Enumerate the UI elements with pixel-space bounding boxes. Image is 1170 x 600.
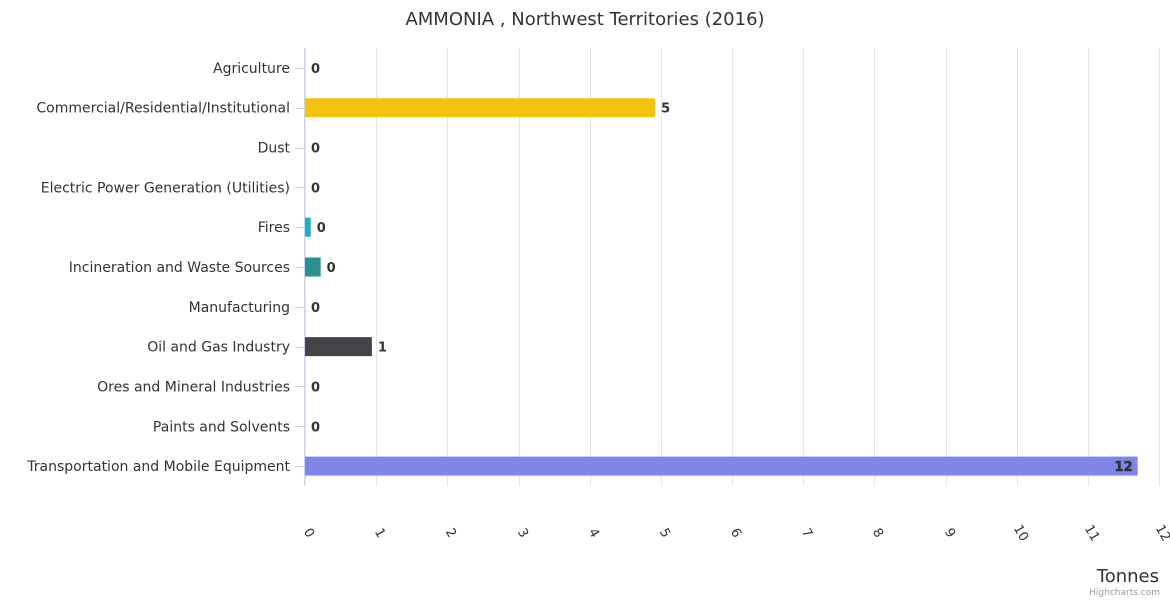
x-tick-label: 8 [869, 526, 886, 541]
category-labels: Agriculture Commercial/Residential/Instit… [26, 61, 290, 475]
x-tick-label: 2 [442, 526, 459, 541]
bar[interactable] [305, 337, 372, 357]
x-tick-label: 0 [300, 526, 317, 541]
data-label: 0 [311, 301, 320, 316]
value-axis-title: Tonnes [1096, 566, 1159, 587]
grid-lines [295, 48, 1160, 486]
x-tick-label: 11 [1081, 522, 1102, 544]
data-label: 0 [327, 261, 336, 276]
bar[interactable] [305, 257, 321, 277]
category-label: Fires [258, 220, 290, 236]
data-label: 5 [661, 102, 670, 117]
data-labels: 0 5 0 0 0 0 0 1 0 0 12 [311, 62, 1133, 475]
bar[interactable] [305, 217, 311, 237]
bar[interactable] [305, 456, 1138, 476]
category-label: Transportation and Mobile Equipment [26, 459, 290, 475]
data-label: 0 [311, 142, 320, 157]
x-tick-label: 4 [585, 526, 602, 541]
data-label: 0 [311, 181, 320, 196]
data-label: 0 [311, 62, 320, 77]
x-tick-label: 9 [941, 526, 958, 541]
data-label: 0 [317, 221, 326, 236]
x-tick-label: 3 [514, 526, 531, 541]
x-tick-label: 12 [1152, 522, 1170, 544]
tick-labels: 0 1 2 3 4 5 6 7 8 9 10 11 12 [300, 522, 1170, 544]
x-tick-label: 10 [1010, 522, 1031, 544]
x-tick-label: 1 [371, 526, 388, 541]
bars [305, 98, 1138, 476]
category-label: Paints and Solvents [153, 419, 290, 435]
bar[interactable] [305, 98, 656, 118]
category-label: Manufacturing [189, 300, 290, 316]
category-label: Ores and Mineral Industries [97, 379, 290, 395]
category-label: Agriculture [213, 61, 290, 77]
chart-title: AMMONIA , Northwest Territories (2016) [405, 9, 764, 30]
category-label: Commercial/Residential/Institutional [36, 101, 290, 117]
category-label: Oil and Gas Industry [147, 340, 290, 356]
data-label: 1 [378, 341, 387, 356]
credits-link[interactable]: Highcharts.com [1089, 588, 1160, 598]
category-label: Dust [258, 141, 291, 157]
x-tick-label: 7 [798, 526, 815, 541]
category-label: Incineration and Waste Sources [69, 260, 290, 276]
x-tick-label: 5 [656, 526, 673, 541]
data-label: 0 [311, 380, 320, 395]
data-label: 12 [1115, 460, 1133, 475]
x-tick-label: 6 [727, 526, 744, 541]
data-label: 0 [311, 420, 320, 435]
category-label: Electric Power Generation (Utilities) [41, 180, 290, 196]
